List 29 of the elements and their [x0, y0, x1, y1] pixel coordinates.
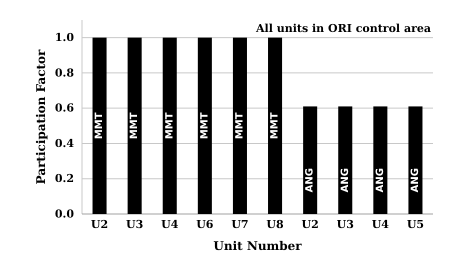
series-label: ANG: [304, 168, 316, 192]
text: MMT: [234, 112, 246, 140]
text: ANG: [340, 168, 351, 192]
y-axis-title: Participation Factor: [34, 48, 48, 184]
y-tick-label: 0.8: [54, 66, 74, 80]
y-tick-label: 0.2: [54, 172, 74, 186]
x-tick-label: U6: [196, 218, 214, 231]
x-tick-label: U8: [266, 218, 284, 231]
text: ANG: [410, 168, 421, 192]
y-tick-label: 0.6: [54, 102, 74, 115]
y-tick-label: 1.0: [54, 31, 74, 44]
annotation: All units in ORI control area: [254, 22, 431, 35]
x-axis-title: Unit Number: [213, 239, 302, 253]
x-tick-label: U5: [406, 218, 424, 231]
text: MMT: [94, 112, 106, 140]
series-label: MMT: [129, 112, 140, 140]
x-tick-label: U4: [372, 218, 390, 231]
x-tick-label: U2: [302, 218, 319, 231]
text: MMT: [164, 112, 176, 140]
x-tick-label: U3: [336, 218, 354, 231]
text: MMT: [270, 112, 281, 140]
x-tick-label: U3: [126, 218, 144, 231]
text: ANG: [374, 168, 386, 192]
x-tick-label: U4: [161, 218, 179, 231]
x-tick-label: U2: [90, 218, 108, 231]
y-tick-label: 0.4: [54, 136, 74, 150]
text: MMT: [199, 112, 210, 140]
y-tick-label: 0.0: [54, 208, 74, 220]
x-tick-label: U7: [231, 218, 249, 231]
